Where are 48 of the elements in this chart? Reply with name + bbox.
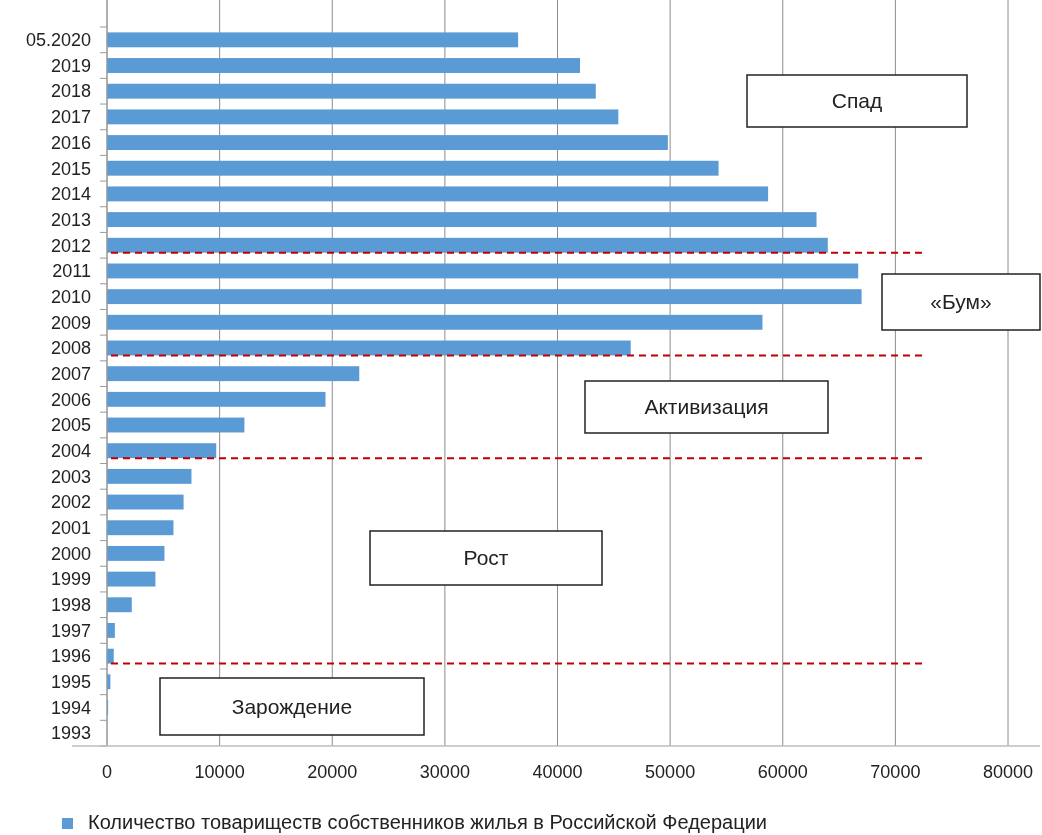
y-tick-label: 1999	[50, 569, 91, 590]
y-tick-label: 1996	[50, 646, 91, 667]
y-tick-label: 2013	[50, 209, 91, 230]
annotation: Спад	[831, 89, 883, 113]
x-tick-label: 70000	[870, 762, 921, 782]
y-tick-label: 2016	[50, 132, 91, 153]
x-tick-label: 10000	[194, 762, 245, 782]
y-tick-label: 2017	[50, 107, 91, 128]
x-tick-label: 0	[101, 762, 113, 782]
label-box: Зарождение	[159, 677, 425, 736]
y-tick-label: 2006	[50, 389, 91, 410]
x-tick-label: 30000	[419, 762, 470, 782]
label-box: Активизация	[584, 380, 829, 434]
y-tick-label: 2012	[50, 235, 91, 256]
legend-label: Количество товариществ собственников жилья в Российской Федерации	[88, 811, 768, 833]
x-tick-label: 60000	[757, 762, 808, 782]
x-tick-label: 20000	[307, 762, 358, 782]
y-tick-label: 2001	[50, 518, 91, 539]
y-tick-label: 2003	[50, 466, 91, 487]
y-tick-label: 1998	[50, 595, 91, 616]
label-box: Спад	[746, 74, 968, 128]
y-tick-label: 2010	[50, 286, 91, 307]
x-tick-label: 80000	[982, 762, 1034, 782]
y-tick-label: 2008	[50, 338, 91, 359]
y-tick-label: 2005	[50, 415, 91, 436]
y-tick-label: 1995	[50, 672, 91, 693]
x-tick-label: 40000	[532, 762, 583, 782]
label-box: Рост	[369, 530, 603, 586]
y-tick-label: 2018	[50, 81, 91, 102]
annotation: Зарождение	[231, 694, 353, 718]
y-tick-label: 2015	[50, 158, 91, 179]
y-tick-label: 2019	[50, 55, 91, 76]
annotation: Рост	[463, 546, 509, 570]
y-tick-label: 05.2020	[25, 30, 91, 51]
y-tick-label: 1993	[50, 723, 91, 744]
annotation: Активизация	[644, 395, 769, 419]
annotation: «Бум»	[930, 290, 992, 314]
y-tick-label: 2011	[52, 261, 91, 282]
y-tick-label: 2009	[50, 312, 91, 333]
y-tick-label: 2004	[50, 441, 91, 461]
y-tick-label: 2000	[50, 543, 91, 564]
x-tick-label: 50000	[645, 762, 696, 782]
label-box: «Бум»	[881, 273, 1041, 331]
y-tick-label: 1994	[50, 697, 91, 718]
y-tick-label: 2014	[50, 184, 91, 205]
y-tick-label: 2007	[50, 363, 91, 384]
y-tick-label: 1997	[50, 620, 91, 641]
y-tick-label: 2002	[50, 492, 91, 513]
